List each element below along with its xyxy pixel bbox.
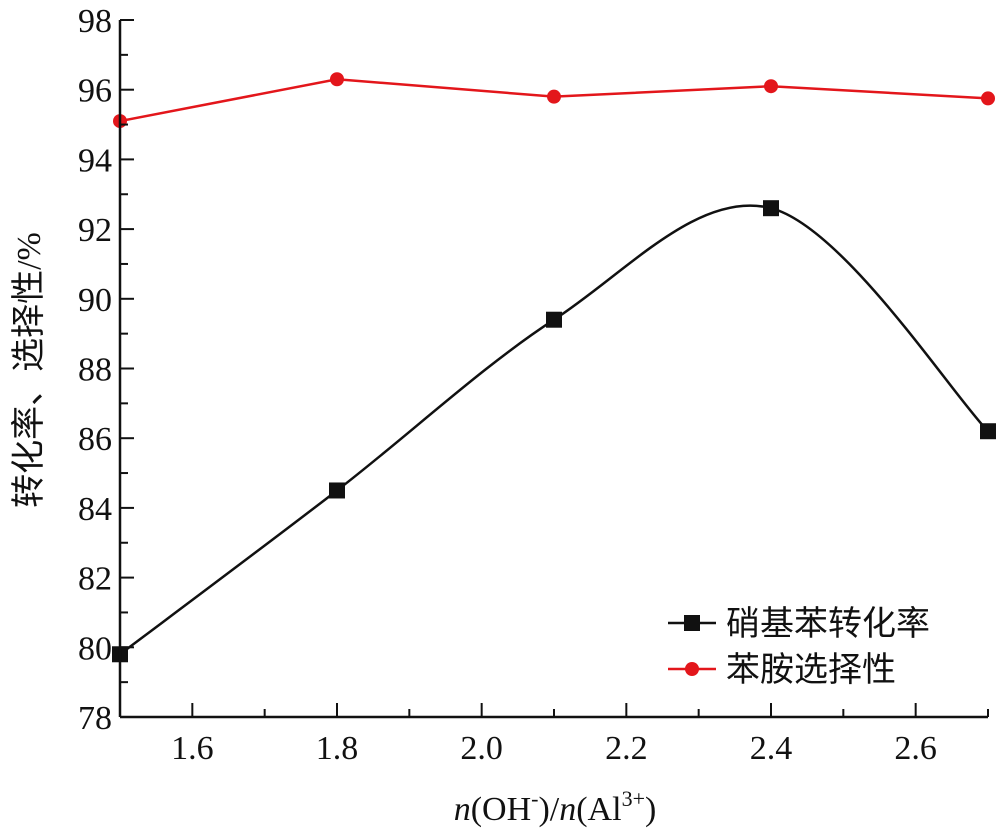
y-ticks: 78 80 82 84 86 88 90 92 94 96 98 xyxy=(78,3,134,737)
x-axis-title-var1: n xyxy=(454,791,471,828)
x-axis-title-part1: (OH xyxy=(471,791,531,828)
axes: 1.6 1.8 2.0 2.2 2.4 2.6 78 80 82 84 86 88 90 92 94 96 9… xyxy=(78,3,989,767)
y-tick-label: 78 xyxy=(78,700,112,737)
x-axis-title-sup1: - xyxy=(531,786,538,811)
series-2-point xyxy=(330,72,344,87)
legend-marker-circle xyxy=(685,662,699,676)
legend-label: 硝基苯转化率 xyxy=(726,604,930,644)
x-tick-label: 1.6 xyxy=(171,730,214,767)
x-axis-title: n(OH-)/n(Al3+) xyxy=(454,786,657,828)
y-tick-label: 84 xyxy=(78,491,112,528)
series-1-point xyxy=(546,311,562,328)
x-tick-label: 2.2 xyxy=(605,730,648,767)
x-tick-label: 2.0 xyxy=(460,730,503,767)
series-1-point xyxy=(980,423,996,440)
y-tick-label: 94 xyxy=(78,142,112,179)
legend-marker-square xyxy=(684,615,700,631)
y-tick-label: 96 xyxy=(78,73,112,110)
series-line-1 xyxy=(119,204,989,656)
series-2-point xyxy=(981,91,995,106)
y-axis-title: 转化率、选择性/% xyxy=(10,232,48,508)
x-axis-title-sup2: 3+ xyxy=(622,786,645,811)
series-2-point xyxy=(764,79,778,94)
x-tick-label: 1.8 xyxy=(316,730,359,767)
x-axis-title-part3: (Al xyxy=(576,791,621,828)
y-tick-label: 88 xyxy=(78,352,112,389)
legend-label: 苯胺选择性 xyxy=(726,650,896,690)
y-tick-label: 86 xyxy=(78,421,112,458)
y-tick-label: 80 xyxy=(78,630,112,667)
y-tick-label: 98 xyxy=(78,3,112,40)
y-tick-label: 90 xyxy=(78,282,112,319)
series-layer xyxy=(112,72,996,663)
x-tick-label: 2.6 xyxy=(894,730,937,767)
series-1-point xyxy=(329,482,345,499)
x-axis-title-part4: ) xyxy=(645,791,656,828)
x-axis-title-part2: )/ xyxy=(538,791,559,828)
x-ticks: 1.6 1.8 2.0 2.2 2.4 2.6 xyxy=(119,703,989,767)
x-axis-title-var2: n xyxy=(559,791,576,828)
x-tick-label: 2.4 xyxy=(750,730,793,767)
y-tick-label: 92 xyxy=(78,212,112,249)
series-2-point xyxy=(547,89,561,104)
series-1-point xyxy=(763,200,779,217)
y-tick-label: 82 xyxy=(78,561,112,598)
